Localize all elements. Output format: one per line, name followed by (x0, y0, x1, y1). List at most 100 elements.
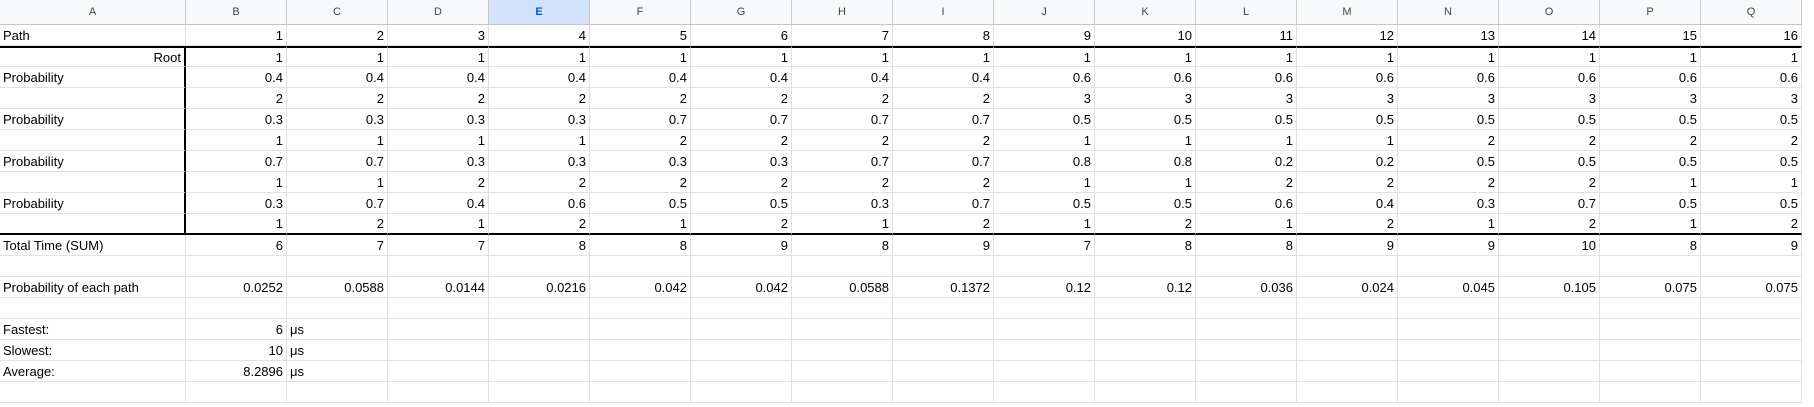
cell-m5[interactable]: 0.5 (1297, 109, 1398, 130)
cell-h7[interactable]: 0.7 (792, 151, 893, 172)
cell-q18[interactable] (1701, 382, 1802, 403)
cell-l10[interactable]: 1 (1196, 214, 1297, 235)
cell-o6[interactable]: 2 (1499, 130, 1600, 151)
cell-a2[interactable]: Root (0, 46, 186, 67)
cell-e8[interactable]: 2 (489, 172, 590, 193)
cell-q1[interactable]: 16 (1701, 25, 1802, 46)
cell-q8[interactable]: 1 (1701, 172, 1802, 193)
cell-q13[interactable]: 0.075 (1701, 277, 1802, 298)
cell-d4[interactable]: 2 (388, 88, 489, 109)
cell-j11[interactable]: 7 (994, 235, 1095, 256)
cell-g4[interactable]: 2 (691, 88, 792, 109)
cell-q15[interactable] (1701, 319, 1802, 340)
cell-o2[interactable]: 1 (1499, 46, 1600, 67)
cell-c17[interactable]: μs (287, 361, 388, 382)
cell-j4[interactable]: 3 (994, 88, 1095, 109)
cell-d11[interactable]: 7 (388, 235, 489, 256)
cell-p9[interactable]: 0.5 (1600, 193, 1701, 214)
cell-p13[interactable]: 0.075 (1600, 277, 1701, 298)
cell-c15[interactable]: μs (287, 319, 388, 340)
column-header-d[interactable]: D (388, 0, 489, 25)
cell-e12[interactable] (489, 256, 590, 277)
cell-k3[interactable]: 0.6 (1095, 67, 1196, 88)
cell-a5[interactable]: Probability (0, 109, 186, 130)
cell-h13[interactable]: 0.0588 (792, 277, 893, 298)
column-header-h[interactable]: H (792, 0, 893, 25)
cell-c13[interactable]: 0.0588 (287, 277, 388, 298)
cell-a7[interactable]: Probability (0, 151, 186, 172)
cell-o5[interactable]: 0.5 (1499, 109, 1600, 130)
cell-h2[interactable]: 1 (792, 46, 893, 67)
cell-o4[interactable]: 3 (1499, 88, 1600, 109)
cell-d5[interactable]: 0.3 (388, 109, 489, 130)
cell-e15[interactable] (489, 319, 590, 340)
cell-o10[interactable]: 2 (1499, 214, 1600, 235)
cell-b5[interactable]: 0.3 (186, 109, 287, 130)
cell-i4[interactable]: 2 (893, 88, 994, 109)
cell-m15[interactable] (1297, 319, 1398, 340)
cell-f4[interactable]: 2 (590, 88, 691, 109)
cell-d10[interactable]: 1 (388, 214, 489, 235)
cell-f17[interactable] (590, 361, 691, 382)
cell-a12[interactable] (0, 256, 186, 277)
column-header-e[interactable]: E (489, 0, 590, 25)
cell-q4[interactable]: 3 (1701, 88, 1802, 109)
column-header-b[interactable]: B (186, 0, 287, 25)
cell-k13[interactable]: 0.12 (1095, 277, 1196, 298)
cell-e13[interactable]: 0.0216 (489, 277, 590, 298)
cell-p15[interactable] (1600, 319, 1701, 340)
cell-b6[interactable]: 1 (186, 130, 287, 151)
column-header-j[interactable]: J (994, 0, 1095, 25)
cell-f6[interactable]: 2 (590, 130, 691, 151)
cell-k11[interactable]: 8 (1095, 235, 1196, 256)
cell-i14[interactable] (893, 298, 994, 319)
cell-a1[interactable]: Path (0, 25, 186, 46)
cell-h16[interactable] (792, 340, 893, 361)
cell-j15[interactable] (994, 319, 1095, 340)
cell-c14[interactable] (287, 298, 388, 319)
cell-c8[interactable]: 1 (287, 172, 388, 193)
cell-k12[interactable] (1095, 256, 1196, 277)
cell-h8[interactable]: 2 (792, 172, 893, 193)
cell-i10[interactable]: 2 (893, 214, 994, 235)
cell-p17[interactable] (1600, 361, 1701, 382)
cell-j14[interactable] (994, 298, 1095, 319)
cell-n16[interactable] (1398, 340, 1499, 361)
cell-q12[interactable] (1701, 256, 1802, 277)
cell-i9[interactable]: 0.7 (893, 193, 994, 214)
cell-p7[interactable]: 0.5 (1600, 151, 1701, 172)
cell-g18[interactable] (691, 382, 792, 403)
cell-h14[interactable] (792, 298, 893, 319)
cell-d7[interactable]: 0.3 (388, 151, 489, 172)
cell-l2[interactable]: 1 (1196, 46, 1297, 67)
cell-l11[interactable]: 8 (1196, 235, 1297, 256)
cell-e4[interactable]: 2 (489, 88, 590, 109)
cell-m8[interactable]: 2 (1297, 172, 1398, 193)
cell-i2[interactable]: 1 (893, 46, 994, 67)
cell-f7[interactable]: 0.3 (590, 151, 691, 172)
cell-f5[interactable]: 0.7 (590, 109, 691, 130)
cell-g3[interactable]: 0.4 (691, 67, 792, 88)
cell-q17[interactable] (1701, 361, 1802, 382)
cell-f8[interactable]: 2 (590, 172, 691, 193)
cell-g9[interactable]: 0.5 (691, 193, 792, 214)
cell-q16[interactable] (1701, 340, 1802, 361)
cell-l9[interactable]: 0.6 (1196, 193, 1297, 214)
cell-a15[interactable]: Fastest: (0, 319, 186, 340)
cell-q7[interactable]: 0.5 (1701, 151, 1802, 172)
cell-l17[interactable] (1196, 361, 1297, 382)
cell-m3[interactable]: 0.6 (1297, 67, 1398, 88)
cell-o12[interactable] (1499, 256, 1600, 277)
cell-h4[interactable]: 2 (792, 88, 893, 109)
cell-q5[interactable]: 0.5 (1701, 109, 1802, 130)
cell-n12[interactable] (1398, 256, 1499, 277)
cell-i12[interactable] (893, 256, 994, 277)
cell-e17[interactable] (489, 361, 590, 382)
cell-a14[interactable] (0, 298, 186, 319)
cell-a16[interactable]: Slowest: (0, 340, 186, 361)
cell-n10[interactable]: 1 (1398, 214, 1499, 235)
cell-g12[interactable] (691, 256, 792, 277)
cell-c2[interactable]: 1 (287, 46, 388, 67)
cell-m11[interactable]: 9 (1297, 235, 1398, 256)
cell-i13[interactable]: 0.1372 (893, 277, 994, 298)
